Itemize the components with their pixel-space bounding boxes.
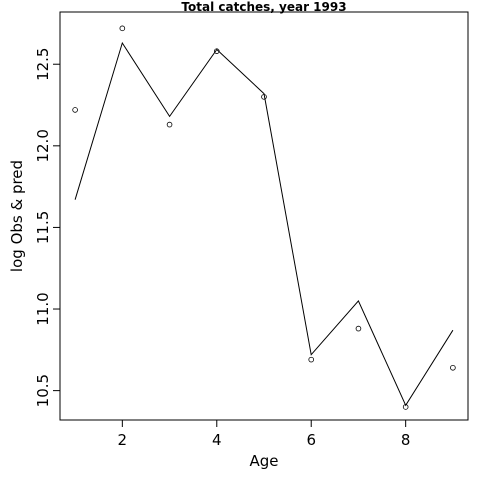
observed-point	[308, 356, 315, 363]
x-axis: 2 4 6 8	[118, 419, 411, 449]
y-tick-label: 11.0	[34, 292, 52, 325]
observed-point	[213, 48, 220, 54]
x-tick-label: 4	[212, 431, 222, 449]
predicted-series	[74, 41, 454, 407]
x-tick-label: 6	[306, 431, 316, 449]
y-axis-label: log Obs & pred	[8, 160, 26, 272]
observed-series	[72, 25, 456, 410]
observed-point	[355, 325, 362, 332]
y-axis: 10.5 11.0 11.5 12.0 12.5	[34, 48, 61, 407]
y-tick-label: 12.0	[34, 129, 52, 162]
x-tick-label: 8	[401, 431, 411, 449]
observed-point	[450, 364, 456, 371]
y-tick-label: 12.5	[34, 48, 52, 81]
x-axis-label: Age	[249, 452, 278, 470]
y-tick-label: 10.5	[34, 374, 52, 407]
observed-point	[166, 121, 173, 128]
observed-point	[119, 25, 126, 32]
x-tick-label: 2	[118, 431, 128, 449]
plot-frame	[59, 11, 469, 421]
y-tick-label: 11.5	[34, 211, 52, 244]
chart-title: Total catches, year 1993	[181, 0, 346, 14]
observed-point	[402, 404, 409, 410]
predicted-line	[74, 41, 454, 407]
observed-point	[72, 107, 78, 113]
observed-point	[261, 94, 267, 100]
